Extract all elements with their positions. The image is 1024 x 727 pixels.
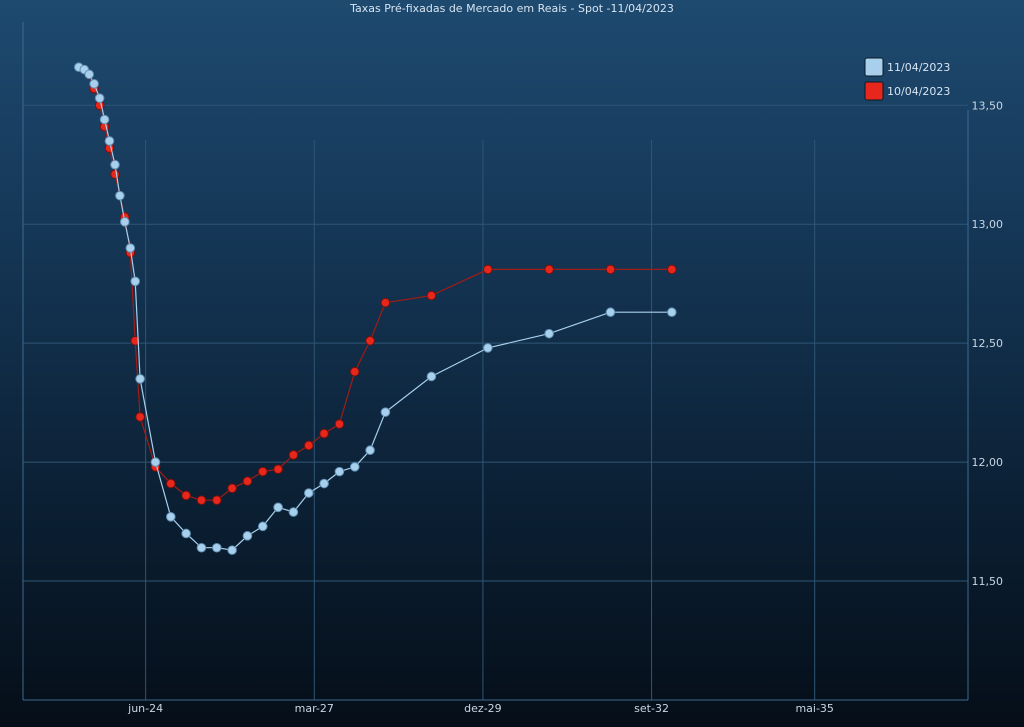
legend-label[interactable]: 10/04/2023	[887, 85, 950, 98]
data-point[interactable]	[483, 343, 493, 353]
series-a	[74, 62, 677, 555]
data-point[interactable]	[242, 476, 253, 486]
y-tick-label: 12,00	[972, 456, 1004, 469]
data-point[interactable]	[667, 264, 677, 275]
data-point[interactable]	[544, 328, 554, 339]
data-point[interactable]	[196, 495, 207, 505]
series-group	[74, 62, 677, 555]
data-point[interactable]	[211, 495, 222, 505]
legend[interactable]: 11/04/2023 10/04/2023	[864, 57, 950, 101]
legend-label[interactable]: 11/04/2023	[887, 61, 950, 74]
y-tick-label: 13,50	[972, 99, 1004, 112]
data-point[interactable]	[99, 114, 110, 125]
data-point[interactable]	[365, 445, 375, 456]
data-point[interactable]	[288, 450, 299, 460]
data-point[interactable]	[104, 136, 115, 146]
data-point[interactable]	[150, 457, 161, 467]
data-point[interactable]	[110, 159, 120, 170]
data-point[interactable]	[94, 93, 105, 103]
data-point[interactable]	[380, 297, 391, 308]
data-point[interactable]	[181, 528, 191, 539]
data-point[interactable]	[319, 478, 329, 489]
data-point[interactable]	[135, 374, 145, 384]
data-point[interactable]	[135, 412, 145, 422]
data-point[interactable]	[115, 190, 125, 201]
x-axis-ticks: jun-24 mar-27 dez-29 set-32 mai-35	[127, 702, 834, 715]
data-point[interactable]	[257, 466, 268, 477]
data-point[interactable]	[365, 335, 375, 346]
data-point[interactable]	[165, 512, 176, 522]
y-tick-label: 13,00	[972, 218, 1004, 231]
grid	[23, 104, 968, 700]
data-point[interactable]	[273, 502, 283, 513]
data-point[interactable]	[257, 521, 268, 532]
data-point[interactable]	[667, 307, 677, 318]
data-point[interactable]	[288, 507, 299, 517]
data-point[interactable]	[227, 545, 237, 555]
data-point[interactable]	[89, 79, 99, 89]
data-point[interactable]	[84, 69, 95, 80]
y-tick-label: 12,50	[972, 337, 1004, 350]
data-point[interactable]	[130, 335, 141, 346]
data-point[interactable]	[544, 264, 554, 275]
data-point[interactable]	[334, 466, 345, 477]
data-point[interactable]	[119, 217, 130, 227]
legend-swatch[interactable]	[864, 57, 884, 77]
series-b	[79, 64, 677, 505]
data-point[interactable]	[273, 464, 283, 475]
chart-title: Taxas Pré-fixadas de Mercado em Reais - …	[349, 2, 674, 15]
data-point[interactable]	[426, 290, 437, 301]
data-point[interactable]	[181, 490, 191, 501]
data-point[interactable]	[319, 428, 329, 439]
data-point[interactable]	[242, 531, 253, 541]
series-line	[83, 69, 672, 501]
data-point[interactable]	[380, 407, 391, 417]
x-tick-label: dez-29	[464, 702, 502, 715]
data-point[interactable]	[110, 169, 120, 180]
data-point[interactable]	[125, 243, 136, 253]
data-point[interactable]	[349, 366, 360, 377]
data-point[interactable]	[334, 419, 345, 429]
data-point[interactable]	[483, 264, 493, 275]
data-point[interactable]	[349, 462, 360, 472]
data-point[interactable]	[130, 276, 141, 287]
series-line	[78, 66, 672, 551]
legend-swatch[interactable]	[864, 81, 884, 101]
data-point[interactable]	[165, 478, 176, 489]
x-tick-label: mar-27	[295, 702, 334, 715]
data-point[interactable]	[605, 307, 616, 318]
x-tick-label: jun-24	[127, 702, 163, 715]
y-tick-label: 11,50	[972, 575, 1004, 588]
x-tick-label: set-32	[634, 702, 669, 715]
y-axis-ticks: 11,50 12,00 12,50 13,00 13,50	[972, 99, 1004, 588]
data-point[interactable]	[303, 440, 314, 451]
data-point[interactable]	[426, 371, 437, 382]
data-point[interactable]	[303, 488, 314, 498]
data-point[interactable]	[196, 542, 207, 553]
data-point[interactable]	[211, 542, 222, 553]
axes	[22, 22, 969, 701]
data-point[interactable]	[227, 483, 237, 494]
x-tick-label: mai-35	[795, 702, 833, 715]
data-point[interactable]	[605, 264, 616, 275]
